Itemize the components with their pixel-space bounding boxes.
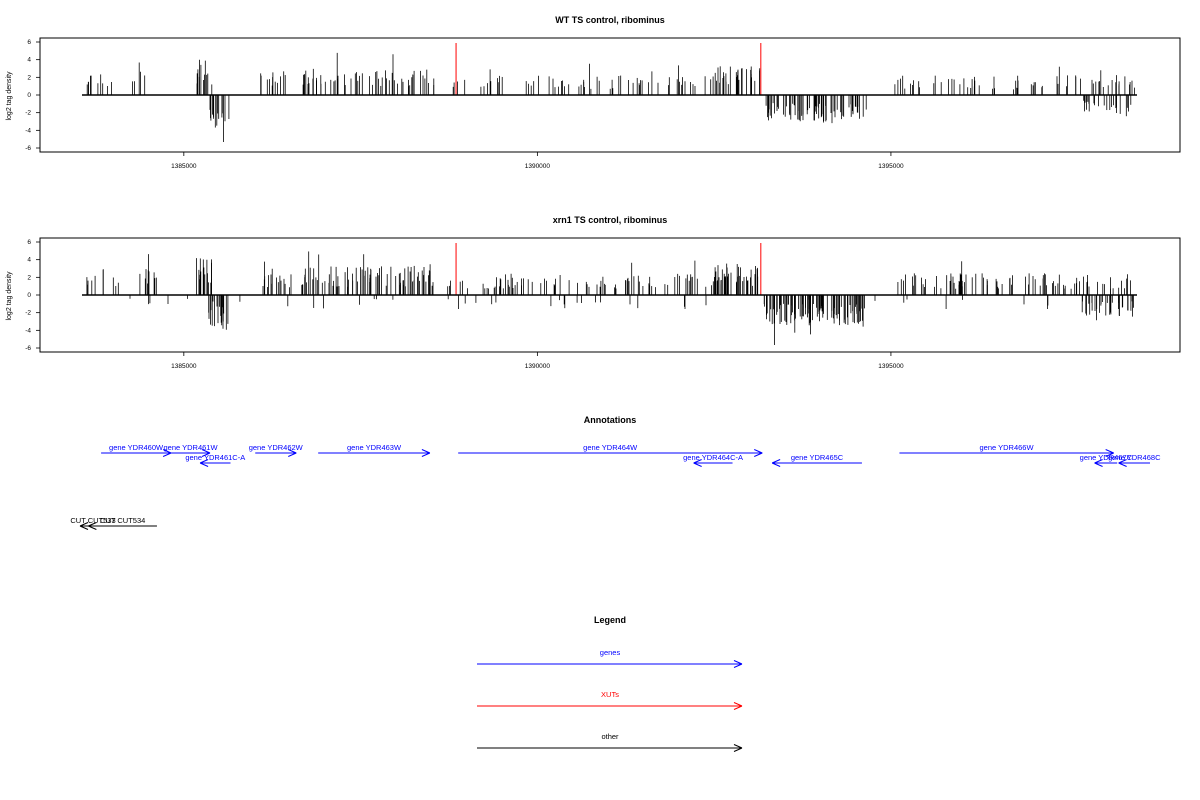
- gene-label: gene YDR467C: [1080, 453, 1133, 462]
- gene-arrow: [255, 449, 297, 457]
- xrn1-panel-ylabel: log2 tag density: [6, 271, 13, 321]
- gene-label: gene YDR460W: [109, 443, 164, 452]
- ytick-label: 2: [27, 274, 31, 281]
- xtick-label: 1395000: [878, 163, 904, 170]
- gene-label: gene YDR462W: [249, 443, 304, 452]
- gene-label: gene YDR461W: [164, 443, 219, 452]
- ytick-label: 4: [27, 257, 31, 264]
- gene-arrow: [899, 449, 1114, 457]
- wt-panel-ylabel: log2 tag density: [6, 71, 13, 121]
- xtick-label: 1390000: [525, 363, 551, 370]
- legend-arrow-xuts: [477, 702, 743, 710]
- gene-arrow: [458, 449, 763, 457]
- ytick-label: -6: [25, 345, 31, 352]
- gene-arrow: [693, 459, 733, 467]
- ytick-label: -2: [25, 310, 31, 317]
- gene-label: gene YDR468C: [1108, 453, 1161, 462]
- other-label: CUT CUT533: [70, 516, 115, 525]
- legend-label: genes: [600, 648, 621, 657]
- gene-arrow: [1094, 459, 1118, 467]
- ytick-label: 0: [27, 292, 31, 299]
- gene-label: gene YDR465C: [791, 453, 844, 462]
- gene-label: gene YDR463W: [347, 443, 402, 452]
- xrn1-panel-title: xrn1 TS control, ribominus: [553, 215, 668, 225]
- gene-arrow: [171, 449, 211, 457]
- legend-arrow-genes: [477, 660, 743, 668]
- wt-panel-title: WT TS control, ribominus: [555, 15, 665, 25]
- other-label: CUT CUT534: [100, 516, 145, 525]
- gene-label: gene YDR461C-A: [185, 453, 245, 462]
- ytick-label: 4: [27, 57, 31, 64]
- gene-arrow: [199, 459, 231, 467]
- xtick-label: 1385000: [171, 363, 197, 370]
- annotations-track: Annotations gene YDR460W gene YDR461Wgene…: [70, 415, 1161, 530]
- ytick-label: -4: [25, 327, 31, 334]
- legend-title: Legend: [594, 615, 626, 625]
- gene-arrow: [1118, 459, 1150, 467]
- other-arrow: [88, 522, 157, 530]
- ytick-label: 0: [27, 92, 31, 99]
- xrn1-panel: xrn1 TS control, ribominus log2 tag dens…: [6, 215, 1181, 370]
- xtick-label: 1390000: [525, 163, 551, 170]
- gene-label: gene YDR464C-A: [683, 453, 743, 462]
- ytick-label: -6: [25, 145, 31, 152]
- gene-arrow: [101, 449, 172, 457]
- ytick-label: 6: [27, 239, 31, 246]
- annotations-title: Annotations: [584, 415, 637, 425]
- ytick-label: -4: [25, 127, 31, 134]
- ytick-label: 2: [27, 74, 31, 81]
- gene-label: gene YDR464W: [583, 443, 638, 452]
- gene-label: gene YDR466W: [980, 443, 1035, 452]
- ytick-label: 6: [27, 39, 31, 46]
- legend-arrow-other: [477, 744, 743, 752]
- legend-label: XUTs: [601, 690, 619, 699]
- legend-label: other: [601, 732, 619, 741]
- legend: Legend genes XUTs other: [477, 615, 743, 752]
- ytick-label: -2: [25, 110, 31, 117]
- gene-arrow: [771, 459, 862, 467]
- xtick-label: 1385000: [171, 163, 197, 170]
- xtick-label: 1395000: [878, 363, 904, 370]
- gene-arrow: [318, 449, 431, 457]
- wt-panel: WT TS control, ribominus log2 tag densit…: [6, 15, 1181, 170]
